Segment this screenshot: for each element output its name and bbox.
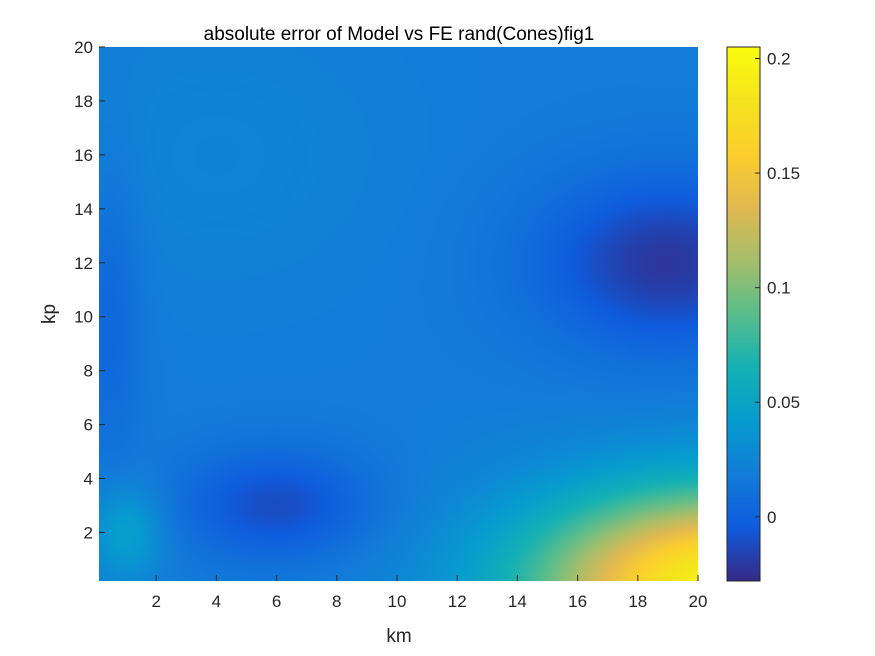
y-axis: 2 4 6 8 10 12 14 16 18 20 bbox=[74, 38, 105, 542]
x-tick-label: 14 bbox=[508, 592, 527, 611]
y-tick-label: 14 bbox=[74, 200, 93, 219]
x-tick-label: 8 bbox=[332, 592, 341, 611]
y-tick-label: 10 bbox=[74, 308, 93, 327]
y-axis-label: kp bbox=[39, 304, 60, 324]
x-tick-label: 16 bbox=[568, 592, 587, 611]
colorbar-border bbox=[726, 46, 761, 582]
x-tick-label: 12 bbox=[448, 592, 467, 611]
x-tick-label: 4 bbox=[212, 592, 221, 611]
colorbar-tick-label: 0 bbox=[767, 508, 776, 527]
x-axis-label: km bbox=[386, 626, 411, 647]
x-tick-label: 20 bbox=[689, 592, 708, 611]
colorbar-tick-label: 0.1 bbox=[767, 279, 791, 298]
heatmap-image bbox=[99, 47, 698, 581]
colorbar: 0 0.05 0.1 0.15 0.2 bbox=[726, 46, 800, 582]
heatmap-plot-area bbox=[99, 47, 698, 581]
colorbar-tick-label: 0.2 bbox=[767, 49, 791, 68]
x-tick-label: 18 bbox=[628, 592, 647, 611]
chart-title: absolute error of Model vs FE rand(Cones… bbox=[204, 24, 595, 45]
y-tick-label: 18 bbox=[74, 92, 93, 111]
y-tick-label: 8 bbox=[84, 362, 93, 381]
y-tick-label: 20 bbox=[74, 38, 93, 57]
x-axis: 2 4 6 8 10 12 14 16 18 20 bbox=[151, 575, 707, 611]
x-tick-label: 2 bbox=[151, 592, 160, 611]
x-tick-label: 6 bbox=[272, 592, 281, 611]
y-tick-label: 6 bbox=[84, 416, 93, 435]
x-tick-label: 10 bbox=[388, 592, 407, 611]
colorbar-tick-label: 0.15 bbox=[767, 164, 800, 183]
colorbar-ticks: 0 0.05 0.1 0.15 0.2 bbox=[755, 49, 800, 527]
colorbar-gradient bbox=[727, 47, 760, 581]
y-tick-label: 2 bbox=[84, 523, 93, 542]
colorbar-tick-label: 0.05 bbox=[767, 393, 800, 412]
y-tick-label: 16 bbox=[74, 146, 93, 165]
y-tick-label: 4 bbox=[84, 470, 93, 489]
y-tick-label: 12 bbox=[74, 254, 93, 273]
